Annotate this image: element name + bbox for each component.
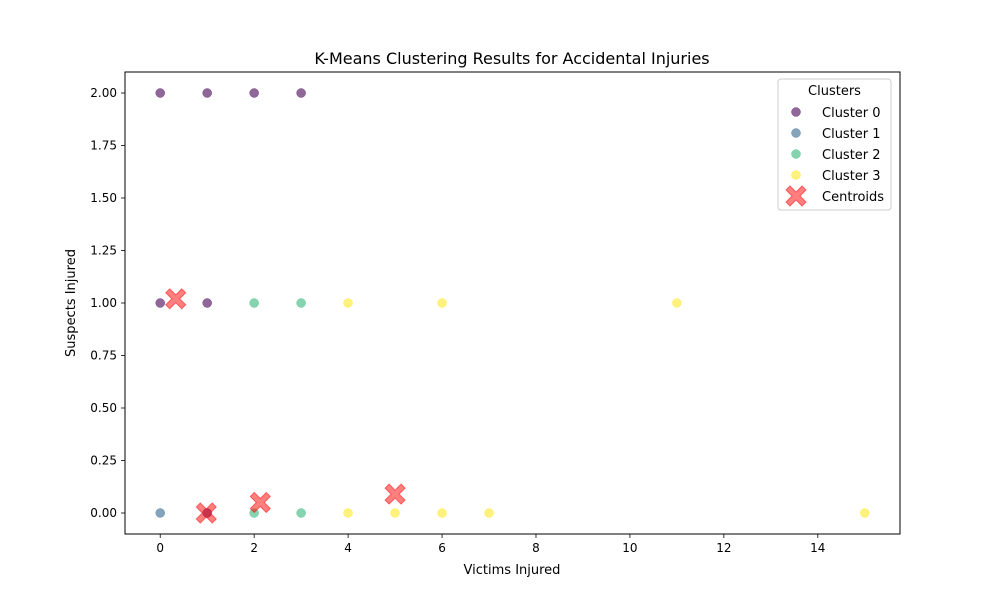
x-tick-label: 4 [344,541,352,555]
y-axis-label: Suspects Injured [64,249,79,357]
centroid-marker [195,502,217,524]
legend-swatch [791,107,801,117]
data-point [860,508,870,518]
x-tick-label: 12 [716,541,731,555]
data-point [390,508,400,518]
data-point [155,508,165,518]
legend-swatch [791,149,801,159]
y-tick-label: 0.50 [90,401,117,415]
legend-swatch [791,128,801,138]
chart-title: K-Means Clustering Results for Accidenta… [314,49,709,68]
y-tick-label: 0.25 [90,454,117,468]
centroid-marker [384,483,406,505]
legend-swatch [785,185,807,207]
legend-entry-label: Centroids [822,190,884,205]
legend-box [777,78,892,211]
data-point [155,88,165,98]
data-point [249,298,259,308]
data-point [249,88,259,98]
x-axis-label: Victims Injured [464,563,561,578]
legend-title: Clusters [808,84,861,99]
x-tick-label: 2 [250,541,258,555]
data-point [484,508,494,518]
legend-swatch [791,170,801,180]
data-point [437,508,447,518]
data-point [202,298,212,308]
plot-frame [124,71,901,535]
legend-entry-label: Cluster 3 [822,169,881,184]
legend-entry-label: Cluster 1 [822,127,881,142]
y-tick-label: 0.75 [90,349,117,363]
legend-entry-label: Cluster 2 [822,148,881,163]
data-point [202,88,212,98]
y-tick-label: 2.00 [90,86,117,100]
legend-entry-label: Cluster 0 [822,106,881,121]
x-tick-label: 0 [156,541,164,555]
y-tick-label: 1.75 [90,139,117,153]
y-tick-label: 1.00 [90,296,117,310]
data-point [296,508,306,518]
x-tick-label: 6 [438,541,446,555]
data-point [296,88,306,98]
data-point [296,298,306,308]
data-point [343,508,353,518]
x-tick-label: 10 [622,541,637,555]
centroid-marker [249,491,271,514]
data-point [672,298,682,308]
data-point [437,298,447,308]
x-tick-label: 8 [532,541,540,555]
y-tick-label: 1.25 [90,244,117,258]
y-tick-label: 1.50 [90,191,117,205]
legend: Clusters Cluster 0 Cluster 1 Cluster 2 Clust… [777,78,892,211]
plot-area: 0 2 4 6 8 10 12 14 0.00 0.25 0.50 0.75 1.00 1.25 1.50 1… [90,71,901,555]
data-point [155,298,165,308]
data-point [343,298,353,308]
x-tick-label: 14 [810,541,825,555]
centroid-marker [165,288,187,310]
y-tick-label: 0.00 [90,506,117,520]
